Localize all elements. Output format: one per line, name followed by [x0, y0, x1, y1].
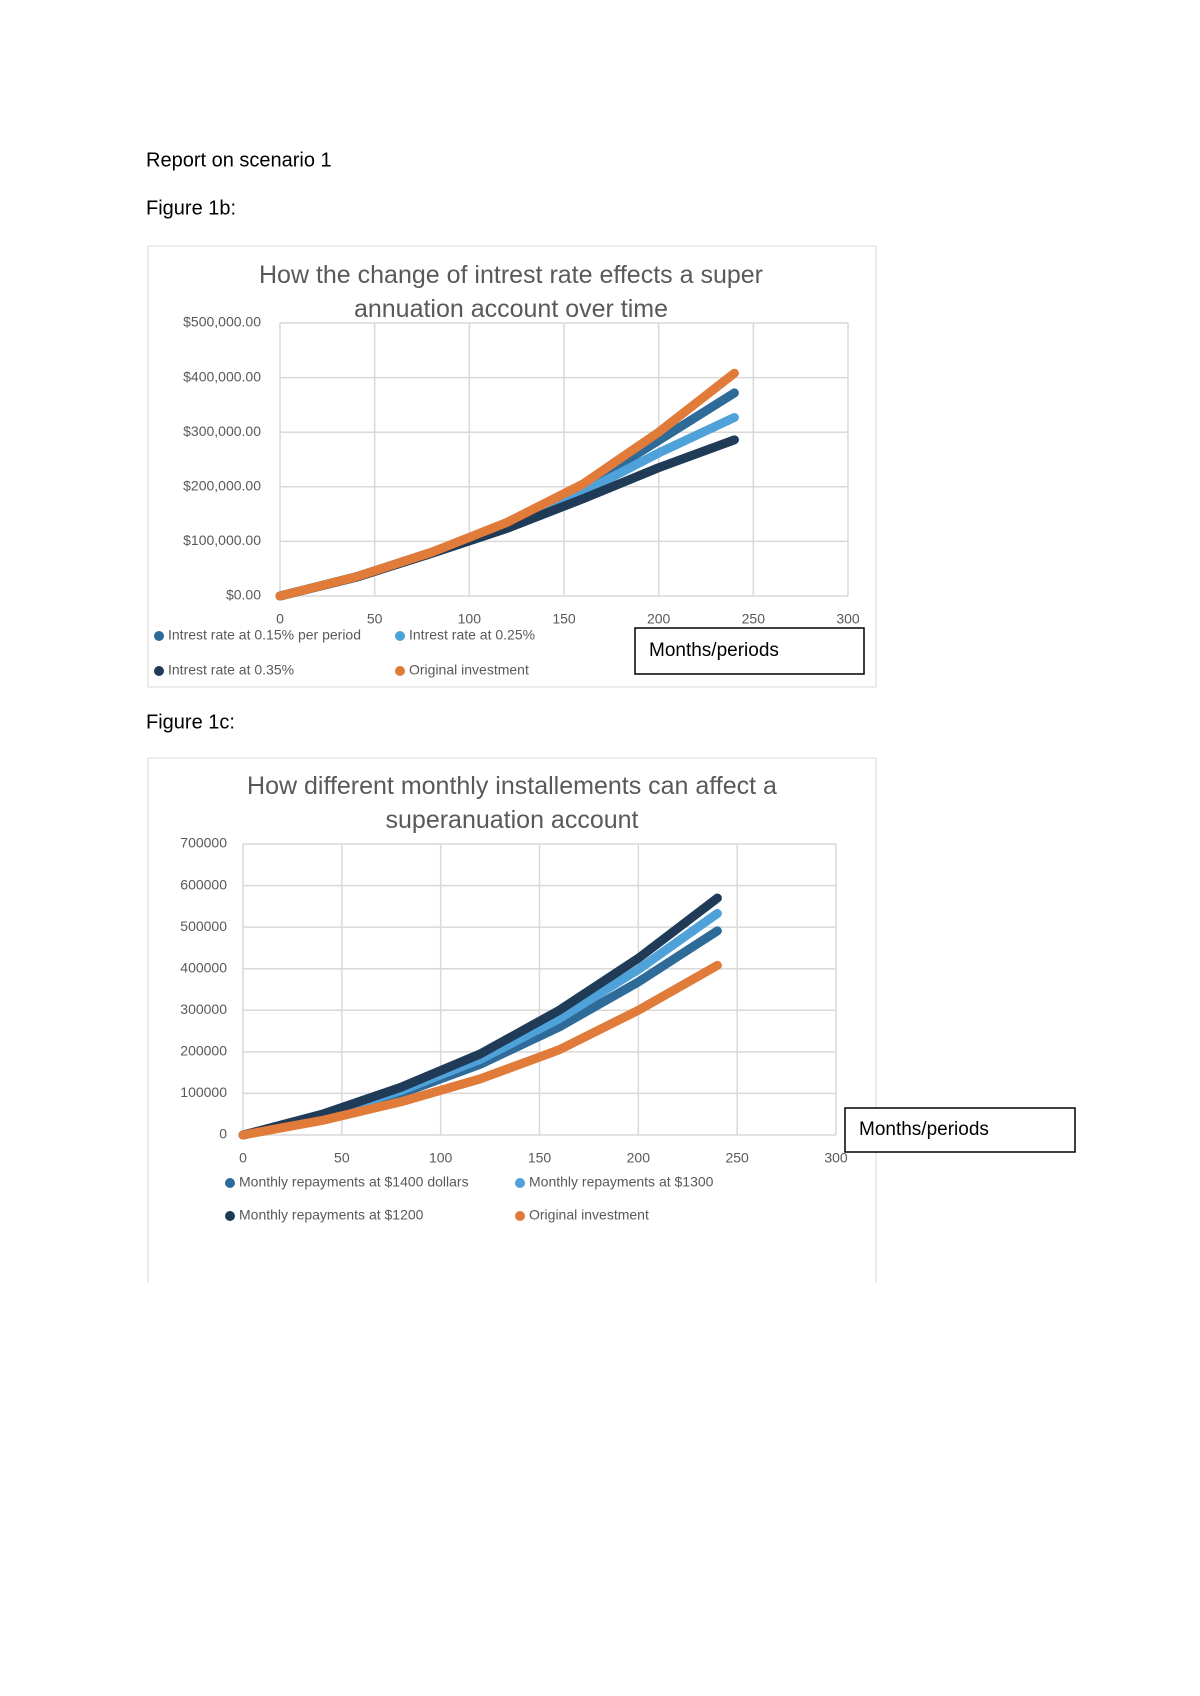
y-tick-label: $0.00: [226, 587, 261, 603]
axis-label-box: [844, 1107, 1076, 1153]
x-tick-label: 50: [367, 611, 383, 627]
series-line: [275, 412, 739, 601]
x-tick-label: 150: [552, 611, 576, 627]
legend-marker: [395, 666, 405, 676]
x-tick-label: 250: [725, 1150, 749, 1166]
y-tick-label: 400000: [180, 959, 227, 975]
y-tick-label: 0: [219, 1126, 227, 1142]
legend-marker: [154, 631, 164, 641]
legend-marker: [515, 1211, 525, 1221]
axis-label-box: [634, 627, 865, 675]
y-tick-label: $200,000.00: [183, 478, 261, 494]
legend-label: Original investment: [529, 1207, 649, 1223]
legend-label: Intrest rate at 0.25%: [409, 627, 535, 643]
series-line: [238, 960, 722, 1140]
x-tick-label: 100: [429, 1150, 453, 1166]
x-tick-label: 100: [458, 611, 482, 627]
y-tick-label: 300000: [180, 1001, 227, 1017]
legend-label: Monthly repayments at $1400 dollars: [239, 1174, 469, 1190]
legend-marker: [154, 666, 164, 676]
x-axis-label: Months/periods: [649, 640, 779, 661]
chart-title: How different monthly installements can …: [247, 772, 777, 834]
x-tick-label: 0: [276, 611, 284, 627]
legend-label: Original investment: [409, 662, 529, 678]
heading: Report on scenario 1: [146, 149, 332, 171]
caption: Figure 1b:: [146, 197, 236, 219]
x-tick-label: 0: [239, 1150, 247, 1166]
series-line: [238, 893, 722, 1140]
y-tick-label: 200000: [180, 1043, 227, 1059]
series-line: [275, 368, 739, 601]
legend-marker: [225, 1178, 235, 1188]
y-tick-label: $300,000.00: [183, 423, 261, 439]
chart-frame: [147, 757, 877, 1283]
y-tick-label: $500,000.00: [183, 314, 261, 330]
x-tick-label: 50: [334, 1150, 350, 1166]
chart-title-box: How different monthly installements can …: [247, 772, 777, 834]
chart-title: How the change of intrest rate effects a…: [259, 261, 763, 323]
y-tick-label: 500000: [180, 918, 227, 934]
chart-title-box: How the change of intrest rate effects a…: [259, 261, 763, 323]
legend-label: Monthly repayments at $1300: [529, 1174, 714, 1190]
legend-label: Monthly repayments at $1200: [239, 1207, 424, 1223]
legend-label: Intrest rate at 0.35%: [168, 662, 294, 678]
x-tick-label: 300: [824, 1150, 848, 1166]
y-tick-label: 700000: [180, 835, 227, 851]
x-tick-label: 200: [627, 1150, 651, 1166]
chart-frame: [147, 245, 877, 688]
y-tick-label: 100000: [180, 1084, 227, 1100]
y-tick-label: $400,000.00: [183, 368, 261, 384]
legend-marker: [395, 631, 405, 641]
x-tick-label: 150: [528, 1150, 552, 1166]
legend-marker: [225, 1211, 235, 1221]
y-tick-label: 600000: [180, 876, 227, 892]
legend-marker: [515, 1178, 525, 1188]
x-tick-label: 300: [836, 611, 860, 627]
x-tick-label: 200: [647, 611, 671, 627]
x-axis-label: Months/periods: [859, 1119, 989, 1140]
caption: Figure 1c:: [146, 711, 235, 733]
legend-label: Intrest rate at 0.15% per period: [168, 627, 361, 643]
y-tick-label: $100,000.00: [183, 532, 261, 548]
x-tick-label: 250: [742, 611, 766, 627]
